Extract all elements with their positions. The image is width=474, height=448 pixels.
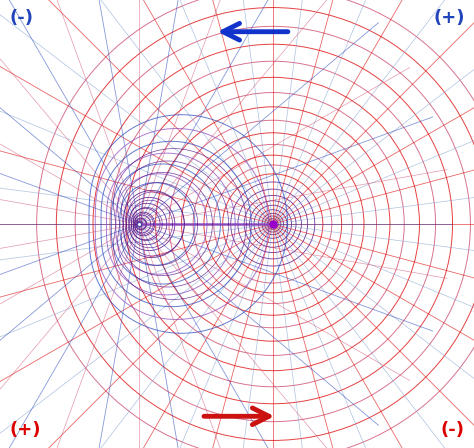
Text: (+): (+) [433,9,465,27]
Text: (+): (+) [9,421,41,439]
Text: (-): (-) [440,421,465,439]
Text: (-): (-) [9,9,34,27]
